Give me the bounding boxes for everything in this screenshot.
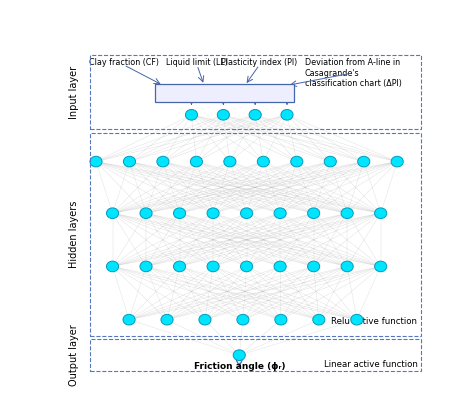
Circle shape (240, 208, 253, 219)
Circle shape (374, 208, 387, 219)
Circle shape (281, 109, 293, 120)
Circle shape (90, 156, 102, 167)
Circle shape (374, 261, 387, 272)
Circle shape (391, 156, 403, 167)
Text: Relu active function: Relu active function (331, 317, 418, 326)
Circle shape (157, 156, 169, 167)
Circle shape (237, 314, 249, 325)
Text: MinMax scale [-1,1]: MinMax scale [-1,1] (181, 89, 269, 98)
Circle shape (274, 261, 286, 272)
Circle shape (123, 314, 135, 325)
Circle shape (185, 109, 198, 120)
Circle shape (275, 314, 287, 325)
Circle shape (358, 156, 370, 167)
Text: Linear active function: Linear active function (324, 360, 418, 369)
Text: Output layer: Output layer (69, 324, 79, 386)
Circle shape (191, 156, 202, 167)
Text: Hidden layers: Hidden layers (69, 201, 79, 268)
Circle shape (324, 156, 337, 167)
Circle shape (351, 314, 363, 325)
Circle shape (173, 208, 186, 219)
Circle shape (308, 208, 319, 219)
Circle shape (199, 314, 211, 325)
Circle shape (257, 156, 269, 167)
Circle shape (140, 261, 152, 272)
Text: Liquid limit (LL): Liquid limit (LL) (166, 58, 228, 67)
Circle shape (161, 314, 173, 325)
Circle shape (173, 261, 186, 272)
Circle shape (274, 208, 286, 219)
Circle shape (207, 208, 219, 219)
Circle shape (249, 109, 261, 120)
Circle shape (217, 109, 229, 120)
Circle shape (123, 156, 136, 167)
Circle shape (140, 208, 152, 219)
Text: Input layer: Input layer (69, 66, 79, 119)
Circle shape (313, 314, 325, 325)
Circle shape (107, 208, 118, 219)
Circle shape (341, 208, 353, 219)
Circle shape (224, 156, 236, 167)
FancyBboxPatch shape (155, 84, 294, 102)
Circle shape (107, 261, 118, 272)
Circle shape (291, 156, 303, 167)
Circle shape (207, 261, 219, 272)
Text: Clay fraction (CF): Clay fraction (CF) (89, 58, 158, 67)
Text: Plasticity index (PI): Plasticity index (PI) (221, 58, 298, 67)
Circle shape (341, 261, 353, 272)
Text: Deviation from A-line in
Casagrande's
classification chart (ΔPI): Deviation from A-line in Casagrande's cl… (305, 58, 401, 88)
Circle shape (233, 350, 246, 360)
Circle shape (308, 261, 319, 272)
Circle shape (240, 261, 253, 272)
Text: Friction angle (ϕᵣ): Friction angle (ϕᵣ) (193, 362, 285, 371)
